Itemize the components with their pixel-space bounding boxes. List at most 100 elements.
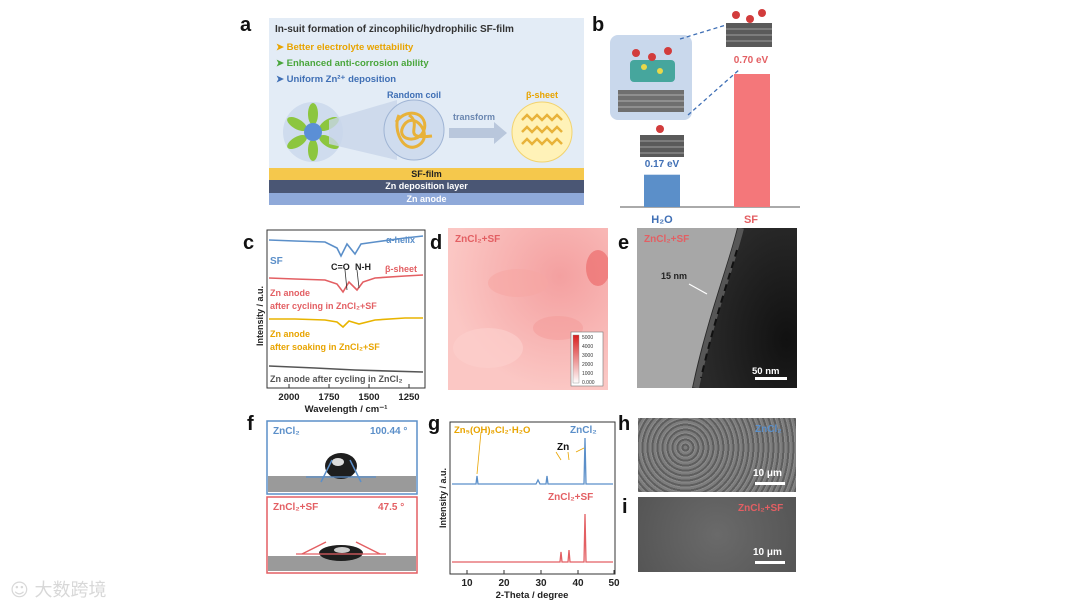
sem-zncl2sf-scalebar [755,561,785,564]
droplet-zncl2 [325,453,357,479]
color-scale-tick-label: 4000 [582,344,593,350]
panel-c-ftir: Intensity / a.u. α-helix β-sheet SF C=O … [255,229,426,415]
xrd-tick-label: 10 [461,578,473,589]
sf-series-label: SF [270,256,283,267]
sem-image-zncl2sf [638,497,796,572]
panel-d-label: d [430,232,443,254]
color-scale-tick-label: 1000 [582,371,593,377]
ftir-frame [266,229,426,389]
cycling-zncl2-label: Zn anode after cycling in ZnCl₂ [270,374,403,384]
sf-energy-label: 0.70 eV [734,55,769,66]
beta-sheet-icon [511,101,573,163]
zn-slab-inset-icon [618,47,684,112]
panel-h-label: h [618,413,631,435]
ftir-xlabel: Wavelength / cm⁻¹ [305,404,388,415]
panel-e-label: e [618,232,630,254]
panel-a-illustration: Random coil transform β-sheet [283,90,573,163]
bullet-uniform-deposition: ➤ Uniform Zn²⁺ deposition [276,74,397,85]
spectrum-sf [268,235,424,258]
ftir-tick-label: 1500 [358,392,379,403]
alpha-helix-label: α-helix [386,235,415,245]
beta-sheet-label: β-sheet [526,90,558,100]
soaking-label-1: Zn anode [270,329,310,339]
droplet-zncl2sf [319,545,363,561]
co-label: C=O [331,262,350,272]
panel-b-label: b [592,14,605,36]
contact-angle-zncl2-name: ZnCl₂ [273,426,300,437]
watermark-logo-icon: ☺ [10,580,29,601]
panel-e-tag: ZnCl₂+SF [644,234,690,245]
panel-g-label: g [428,413,441,435]
sem-zncl2sf-tag: ZnCl₂+SF [738,503,784,514]
xrd-tick-label: 50 [608,578,620,589]
tem-scalebar-label: 50 nm [752,366,780,377]
spectrum-cycling-zncl2sf [268,274,424,294]
panel-g-xrd: Intensity / a.u. 10 20 30 40 50 2-Theta / de… [438,421,620,601]
panel-b-chart: 0.17 eV 0.70 eV H₂O SF [610,9,800,226]
layer-zn-anode: Zn anode [269,193,584,205]
contact-angle-zncl2sf-value: 47.5 ° [378,502,405,513]
tem-scalebar [755,377,787,380]
sem-zncl2-scalebar-label: 10 μm [753,468,782,479]
xrd-zn-label: Zn [557,442,570,453]
bullet-wettability: ➤ Better electrolyte wettability [276,42,414,53]
sf-molecule-icon [283,102,343,162]
xrd-frame [449,421,616,575]
film-thickness-label: 15 nm [661,271,688,281]
x-label-h2o: H₂O [651,214,673,226]
contact-angle-zncl2-value: 100.44 ° [370,426,408,437]
bullet-anticorrosion: ➤ Enhanced anti-corrosion ability [276,58,429,69]
cycling-zncl2sf-label-1: Zn anode [270,288,310,298]
panel-d-tag: ZnCl₂+SF [455,234,501,245]
panel-f-label: f [247,413,254,435]
layer-zn-deposition: Zn deposition layer [269,180,584,193]
sem-zncl2-tag: ZnCl₂ [755,424,782,435]
bar-sf [734,74,770,207]
nh-label: N-H [355,262,371,272]
x-label-sf: SF [744,214,758,226]
xrd-top-name: ZnCl₂ [570,425,597,436]
beta-sheet-peak-label: β-sheet [385,264,417,274]
panel-d-map: 5000 4000 3000 2000 1000 0.000 [448,228,608,390]
sf-slab-icon [726,9,772,47]
xrd-byproduct-label: Zn₅(OH)₈Cl₂·H₂O [454,425,531,436]
color-scale-tick-label: 0.000 [582,380,595,386]
panel-c-label: c [243,232,255,254]
watermark: ☺ 大数跨境 [10,580,107,601]
sf-film-boundary-line [700,249,738,379]
sem-image-zncl2 [638,418,796,492]
xrd-tick-label: 40 [572,578,584,589]
panel-i-label: i [622,496,628,518]
soaking-label-2: after soaking in ZnCl₂+SF [270,342,380,352]
xrd-pattern-zncl2sf [452,513,613,563]
xrd-ylabel: Intensity / a.u. [438,468,448,528]
color-scale-tick-label: 2000 [582,362,593,368]
sem-zncl2sf-scalebar-label: 10 μm [753,547,782,558]
xrd-tick-label: 30 [535,578,547,589]
xrd-bottom-name: ZnCl₂+SF [548,492,594,503]
xrd-xlabel: 2-Theta / degree [496,590,569,601]
random-coil-icon [383,99,445,161]
xrd-tick-label: 20 [498,578,510,589]
h2o-energy-label: 0.17 eV [645,159,680,170]
ftir-tick-label: 1250 [398,392,419,403]
panel-e-tem [637,228,797,388]
contact-angle-zncl2sf-name: ZnCl₂+SF [273,502,319,513]
layer-sf-film: SF-film [269,168,584,180]
panel-f-contact-angle [266,420,418,574]
sem-zncl2-scalebar [755,482,785,485]
xrd-pattern-zncl2 [452,437,613,485]
random-coil-label: Random coil [387,90,441,100]
h2o-slab-icon [640,125,684,157]
panel-a-title: In-suit formation of zincophilic/hydroph… [275,24,514,35]
color-scale-tick-label: 3000 [582,353,593,359]
spectrum-cycling-zncl2 [268,365,424,373]
color-scale-tick-label: 5000 [582,335,593,341]
ftir-tick-label: 1750 [318,392,339,403]
ftir-tick-label: 2000 [278,392,299,403]
ftir-ylabel: Intensity / a.u. [255,286,265,346]
cycling-zncl2sf-label-2: after cycling in ZnCl₂+SF [270,301,377,311]
spectrum-soaking [269,317,423,329]
panel-a-label: a [240,14,252,36]
bar-h2o [644,174,680,207]
